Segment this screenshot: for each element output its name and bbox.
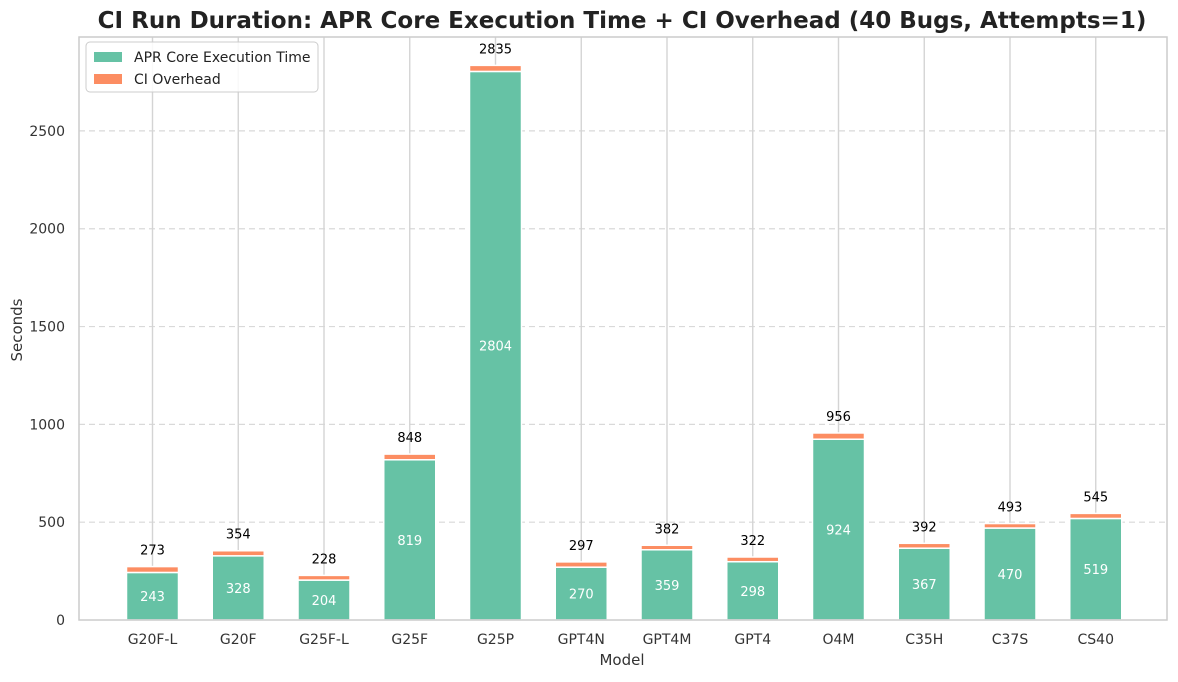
bar-ci-overhead xyxy=(383,453,437,461)
bar-total-label: 2835 xyxy=(479,42,512,57)
bar-inner-label: 204 xyxy=(312,594,337,609)
x-tick-label: C37S xyxy=(992,632,1029,648)
bar-total-label: 956 xyxy=(826,410,851,425)
bar-inner-label: 470 xyxy=(998,568,1023,583)
bar-apr-core xyxy=(726,560,780,621)
x-tick-label: G25P xyxy=(477,632,514,648)
bar-apr-core xyxy=(554,566,608,621)
bar-total-label: 493 xyxy=(998,501,1023,516)
bar-total-label: 354 xyxy=(226,528,251,543)
x-tick-label: O4M xyxy=(822,632,854,648)
bar-ci-overhead xyxy=(726,556,780,563)
plot-area: 0 500 1000 1500 2000 2500 243 273 G20F-L 328 354 G2… xyxy=(29,36,1168,648)
bar-apr-core xyxy=(297,579,351,621)
y-tick-label: 0 xyxy=(56,613,65,629)
y-tick-label: 1000 xyxy=(29,417,65,433)
x-tick-label: G20F xyxy=(220,632,257,648)
x-tick-label: G25F xyxy=(391,632,428,648)
bar-ci-overhead xyxy=(125,565,180,574)
bar-inner-label: 924 xyxy=(826,524,851,539)
bar-ci-overhead xyxy=(297,574,351,581)
bar-ci-overhead xyxy=(811,432,866,440)
y-axis-label: Seconds xyxy=(8,298,26,361)
legend-label: CI Overhead xyxy=(134,72,221,88)
bar-ci-overhead xyxy=(211,549,265,557)
legend-swatch xyxy=(94,74,122,84)
bar-apr-core xyxy=(211,555,265,621)
bar-apr-core xyxy=(983,527,1037,621)
legend: APR Core Execution Time CI Overhead xyxy=(85,41,319,93)
x-tick-label: C35H xyxy=(905,632,943,648)
bar-ci-overhead xyxy=(640,544,694,551)
bar-ci-overhead xyxy=(897,542,951,549)
x-tick-label: G20F-L xyxy=(128,632,178,648)
bar-inner-label: 367 xyxy=(912,578,937,593)
legend-label: APR Core Execution Time xyxy=(134,50,310,66)
legend-swatch xyxy=(94,52,122,62)
bar-apr-core xyxy=(640,549,694,621)
bar-ci-overhead xyxy=(468,64,523,73)
bar-inner-label: 243 xyxy=(140,590,165,605)
x-tick-label: GPT4 xyxy=(734,632,771,648)
bar-total-label: 545 xyxy=(1083,490,1108,505)
bar-total-label: 392 xyxy=(912,520,937,535)
y-tick-label: 1500 xyxy=(29,320,65,336)
bar-total-label: 322 xyxy=(740,534,765,549)
y-tick-label: 2000 xyxy=(29,222,65,238)
y-tick-label: 500 xyxy=(38,515,65,531)
bar-apr-core xyxy=(383,459,437,621)
bar-apr-core xyxy=(897,547,951,621)
bar-total-label: 273 xyxy=(140,544,165,559)
legend-box xyxy=(85,41,319,93)
bar-ci-overhead xyxy=(1069,512,1123,520)
bar-inner-label: 270 xyxy=(569,588,594,603)
chart-title: CI Run Duration: APR Core Execution Time… xyxy=(98,8,1147,34)
x-tick-label: G25F-L xyxy=(299,632,349,648)
x-tick-label: CS40 xyxy=(1078,632,1114,648)
bar-inner-label: 519 xyxy=(1083,563,1108,578)
y-tick-label: 2500 xyxy=(29,124,65,140)
bar-total-label: 297 xyxy=(569,539,594,554)
bar-inner-label: 2804 xyxy=(479,340,512,355)
bar-inner-label: 359 xyxy=(655,579,680,594)
bar-apr-core xyxy=(125,571,180,621)
bar-ci-overhead xyxy=(983,522,1037,529)
plot-frame xyxy=(78,36,1168,621)
bar-inner-label: 328 xyxy=(226,582,251,597)
bar-total-label: 848 xyxy=(397,431,422,446)
bar-apr-core xyxy=(811,438,866,621)
bar-apr-core xyxy=(468,70,523,621)
bar-inner-label: 819 xyxy=(397,534,422,549)
bar-total-label: 382 xyxy=(655,522,680,537)
bar-inner-label: 298 xyxy=(740,585,765,600)
bar-total-label: 228 xyxy=(312,552,337,567)
bar-ci-overhead xyxy=(554,561,608,568)
x-tick-label: GPT4N xyxy=(558,632,605,648)
x-axis-label: Model xyxy=(599,651,644,669)
x-tick-label: GPT4M xyxy=(643,632,692,648)
